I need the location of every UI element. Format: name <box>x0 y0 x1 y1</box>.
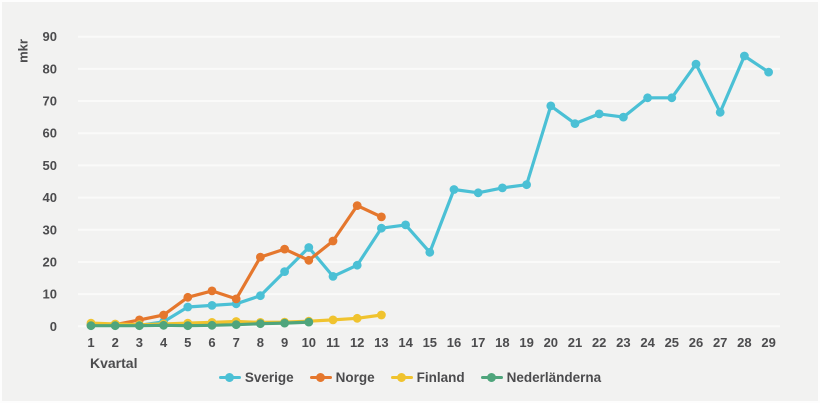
svg-text:7: 7 <box>233 335 240 350</box>
svg-text:30: 30 <box>43 222 57 237</box>
svg-text:50: 50 <box>43 158 57 173</box>
svg-text:28: 28 <box>737 335 751 350</box>
svg-text:70: 70 <box>43 94 57 109</box>
svg-text:10: 10 <box>43 287 57 302</box>
svg-text:3: 3 <box>136 335 143 350</box>
svg-text:10: 10 <box>302 335 316 350</box>
svg-text:22: 22 <box>592 335 606 350</box>
x-axis-title: Kvartal <box>90 355 138 371</box>
svg-text:60: 60 <box>43 126 57 141</box>
line-dot-marker-icon <box>309 373 332 382</box>
legend-label: Sverige <box>244 370 294 385</box>
svg-text:1: 1 <box>87 335 94 350</box>
legend-item-finland[interactable]: Finland <box>390 370 465 385</box>
svg-text:13: 13 <box>374 335 388 350</box>
svg-text:14: 14 <box>398 335 413 350</box>
svg-text:8: 8 <box>257 335 264 350</box>
legend-label: Nederländerna <box>506 370 602 385</box>
legend-label: Finland <box>416 370 465 385</box>
svg-text:27: 27 <box>713 335 727 350</box>
svg-text:20: 20 <box>43 254 57 269</box>
svg-text:5: 5 <box>184 335 191 350</box>
svg-text:29: 29 <box>761 335 775 350</box>
line-dot-marker-icon <box>218 373 241 382</box>
svg-text:2: 2 <box>112 335 119 350</box>
svg-text:11: 11 <box>326 335 340 350</box>
svg-text:21: 21 <box>568 335 582 350</box>
svg-text:16: 16 <box>447 335 461 350</box>
svg-text:40: 40 <box>43 190 57 205</box>
legend-label: Norge <box>335 370 375 385</box>
svg-text:90: 90 <box>43 29 57 44</box>
svg-text:80: 80 <box>43 61 57 76</box>
svg-text:12: 12 <box>350 335 364 350</box>
svg-text:25: 25 <box>665 335 679 350</box>
svg-text:26: 26 <box>689 335 703 350</box>
svg-text:20: 20 <box>544 335 558 350</box>
svg-text:4: 4 <box>160 335 168 350</box>
line-dot-marker-icon <box>390 373 413 382</box>
svg-text:19: 19 <box>519 335 533 350</box>
svg-text:15: 15 <box>423 335 437 350</box>
svg-text:17: 17 <box>471 335 485 350</box>
svg-text:24: 24 <box>640 335 655 350</box>
line-dot-marker-icon <box>480 373 503 382</box>
svg-text:6: 6 <box>208 335 215 350</box>
legend-item-norge[interactable]: Norge <box>309 370 375 385</box>
svg-text:23: 23 <box>616 335 630 350</box>
legend-item-sverige[interactable]: Sverige <box>218 370 294 385</box>
legend-item-nederlanderna[interactable]: Nederländerna <box>480 370 602 385</box>
svg-text:9: 9 <box>281 335 288 350</box>
svg-text:0: 0 <box>50 319 57 334</box>
svg-text:18: 18 <box>495 335 509 350</box>
legend: Sverige Norge Finland Nederländerna <box>0 370 820 385</box>
